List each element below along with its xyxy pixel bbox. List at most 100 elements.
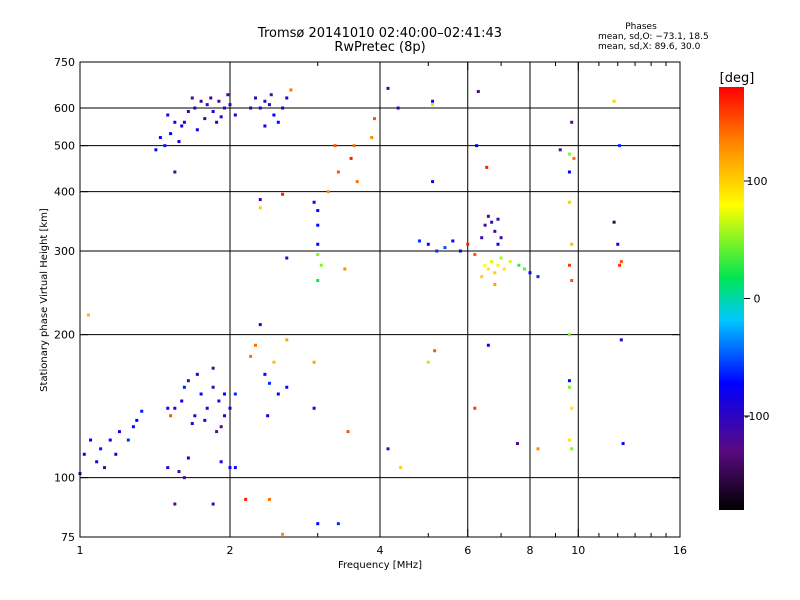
data-point xyxy=(195,128,199,132)
data-point xyxy=(567,200,571,204)
data-point xyxy=(166,113,170,117)
data-point xyxy=(515,442,519,446)
data-point xyxy=(316,279,320,283)
data-point xyxy=(215,120,219,124)
data-point xyxy=(205,103,209,107)
data-point xyxy=(316,209,320,213)
data-point xyxy=(173,502,177,506)
data-point xyxy=(349,156,353,160)
data-point xyxy=(266,414,270,418)
data-point xyxy=(228,103,232,107)
data-point xyxy=(211,385,215,389)
y-tick-label: 75 xyxy=(61,531,75,544)
data-point xyxy=(267,497,271,501)
data-point xyxy=(396,106,400,110)
data-point xyxy=(211,366,215,370)
data-point xyxy=(570,279,574,283)
data-point xyxy=(619,260,623,264)
data-point xyxy=(616,242,620,246)
data-point xyxy=(336,170,340,174)
data-point xyxy=(289,88,293,92)
data-point xyxy=(195,372,199,376)
y-tick-label: 750 xyxy=(54,56,75,69)
data-point xyxy=(486,214,490,218)
y-tick-label: 400 xyxy=(54,186,75,199)
data-point xyxy=(215,430,219,434)
data-point xyxy=(536,275,540,279)
data-point xyxy=(517,263,521,267)
data-point xyxy=(186,379,190,383)
data-point xyxy=(269,93,273,97)
data-point xyxy=(399,466,403,470)
data-point xyxy=(244,497,248,501)
data-point xyxy=(451,239,455,243)
x-axis-label: Frequency [MHz] xyxy=(338,560,422,571)
data-point xyxy=(226,93,230,97)
data-point xyxy=(173,406,177,410)
data-point xyxy=(190,96,194,100)
data-point xyxy=(567,152,571,156)
data-point xyxy=(502,267,506,271)
data-point xyxy=(154,148,158,152)
data-point xyxy=(352,144,356,148)
data-point xyxy=(567,170,571,174)
data-point xyxy=(496,242,500,246)
data-point xyxy=(281,532,285,536)
data-point xyxy=(426,242,430,246)
data-point xyxy=(199,392,203,396)
data-point xyxy=(186,109,190,113)
data-point xyxy=(263,124,267,128)
data-point xyxy=(480,275,484,279)
data-point xyxy=(166,406,170,410)
data-point xyxy=(567,263,571,267)
data-point xyxy=(567,333,571,337)
data-point xyxy=(169,132,173,136)
colorbar-tick-label: 0 xyxy=(754,293,761,306)
data-point xyxy=(435,249,439,253)
data-point xyxy=(203,418,207,422)
data-point xyxy=(493,271,497,275)
data-point xyxy=(211,502,215,506)
data-point xyxy=(272,113,276,117)
y-tick-label: 300 xyxy=(54,245,75,258)
data-point xyxy=(558,148,562,152)
data-point xyxy=(263,372,267,376)
data-point xyxy=(431,180,435,184)
data-point xyxy=(163,144,167,148)
x-tick-label: 6 xyxy=(464,544,471,557)
data-point xyxy=(612,99,616,103)
y-tick-label: 500 xyxy=(54,140,75,153)
data-point xyxy=(570,447,574,451)
data-point xyxy=(135,418,139,422)
data-point xyxy=(173,170,177,174)
data-point xyxy=(343,267,347,271)
data-point xyxy=(258,106,262,110)
data-point xyxy=(312,200,316,204)
data-point xyxy=(233,113,237,117)
data-point xyxy=(223,106,227,110)
data-point xyxy=(182,476,186,480)
data-point xyxy=(431,99,435,103)
data-point xyxy=(249,106,253,110)
data-point xyxy=(233,466,237,470)
data-point xyxy=(99,447,103,451)
data-point xyxy=(82,452,86,456)
data-point xyxy=(618,144,622,148)
x-tick-label: 2 xyxy=(227,544,234,557)
data-point xyxy=(190,422,194,426)
data-point xyxy=(386,86,390,90)
data-point xyxy=(570,242,574,246)
data-point xyxy=(570,120,574,124)
data-point xyxy=(312,406,316,410)
data-point xyxy=(486,343,490,347)
data-point xyxy=(180,399,184,403)
colorbar-axis: 100 0 -100 xyxy=(744,175,769,423)
data-point xyxy=(572,156,576,160)
data-point xyxy=(263,99,267,103)
data-point xyxy=(370,136,374,140)
data-point xyxy=(209,96,213,100)
data-point xyxy=(228,406,232,410)
data-point xyxy=(253,343,257,347)
x-tick-label: 4 xyxy=(377,544,384,557)
data-point xyxy=(285,338,289,342)
